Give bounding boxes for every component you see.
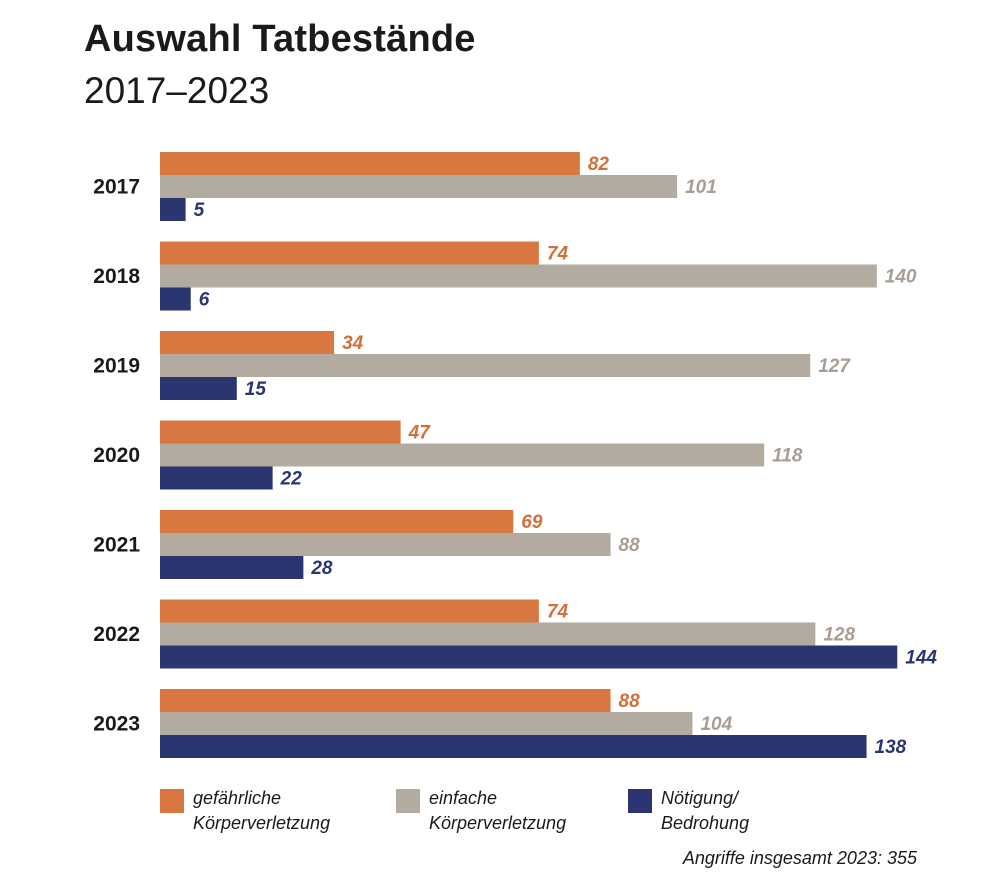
value-label-2019-n-tigung-bedrohung: 15	[245, 379, 267, 400]
year-label-2022: 2022	[93, 623, 140, 646]
footnote-total: Angriffe insgesamt 2023: 355	[682, 848, 917, 868]
legend-label-einfache: einfache Körperverletzung	[429, 786, 566, 836]
bar-2021-n-tigung-bedrohung	[160, 556, 304, 579]
legend-label-gefaehrliche: gefährliche Körperverletzung	[193, 786, 330, 836]
legend-label-einfache-line1: einfache	[429, 788, 498, 808]
value-label-2023-einfache-k-rperverletzung: 104	[700, 714, 732, 735]
legend-swatch-noetigung	[628, 789, 652, 813]
value-label-2023-gef-hrliche-k-rperverletzung: 88	[619, 691, 641, 712]
year-label-2017: 2017	[93, 176, 140, 199]
legend-label-noetigung-line2: Bedrohung	[661, 813, 750, 833]
bar-2023-einfache-k-rperverletzung	[160, 712, 693, 735]
value-label-2018-einfache-k-rperverletzung: 140	[885, 267, 917, 288]
value-label-2020-einfache-k-rperverletzung: 118	[772, 446, 803, 467]
value-label-2022-einfache-k-rperverletzung: 128	[823, 625, 855, 646]
legend-swatch-gefaehrliche	[160, 789, 184, 813]
bar-2018-einfache-k-rperverletzung	[160, 264, 877, 288]
bar-2022-einfache-k-rperverletzung	[160, 622, 816, 646]
value-label-2021-n-tigung-bedrohung: 28	[310, 558, 333, 579]
value-label-2022-gef-hrliche-k-rperverletzung: 74	[547, 602, 569, 623]
bar-2017-gef-hrliche-k-rperverletzung	[160, 152, 580, 175]
legend-label-gefaehrliche-line2: Körperverletzung	[193, 813, 331, 833]
legend-swatch-einfache	[396, 789, 420, 813]
value-label-2021-gef-hrliche-k-rperverletzung: 69	[521, 512, 543, 533]
value-label-2022-n-tigung-bedrohung: 144	[905, 648, 937, 669]
bar-2019-n-tigung-bedrohung	[160, 377, 237, 400]
value-label-2017-n-tigung-bedrohung: 5	[194, 200, 205, 221]
year-label-2020: 2020	[93, 444, 140, 467]
value-label-2017-gef-hrliche-k-rperverletzung: 82	[588, 154, 610, 175]
value-label-2018-n-tigung-bedrohung: 6	[199, 290, 210, 311]
bar-2021-einfache-k-rperverletzung	[160, 533, 611, 556]
bar-2018-n-tigung-bedrohung	[160, 287, 191, 311]
bar-2023-gef-hrliche-k-rperverletzung	[160, 689, 611, 712]
chart-title: Auswahl Tatbestände	[84, 18, 476, 60]
bar-2022-n-tigung-bedrohung	[160, 645, 898, 669]
bar-2021-gef-hrliche-k-rperverletzung	[160, 510, 514, 533]
value-label-2019-einfache-k-rperverletzung: 127	[818, 356, 851, 377]
bar-2022-gef-hrliche-k-rperverletzung	[160, 599, 539, 623]
bar-chart: 2017 82 101 5 2018 74 140 6 2019 34 127 15 2020 47 118…	[93, 152, 937, 758]
legend-label-einfache-line2: Körperverletzung	[429, 813, 567, 833]
year-label-2018: 2018	[93, 265, 140, 288]
year-label-2021: 2021	[93, 534, 140, 557]
bar-2018-gef-hrliche-k-rperverletzung	[160, 241, 539, 265]
bar-2023-n-tigung-bedrohung	[160, 735, 867, 758]
legend-label-gefaehrliche-line1: gefährliche	[193, 788, 282, 808]
value-label-2019-gef-hrliche-k-rperverletzung: 34	[342, 333, 364, 354]
bar-2020-n-tigung-bedrohung	[160, 466, 273, 490]
bar-2017-einfache-k-rperverletzung	[160, 175, 678, 198]
legend-label-noetigung-line1: Nötigung/	[661, 788, 739, 808]
value-label-2023-n-tigung-bedrohung: 138	[875, 737, 907, 758]
value-label-2018-gef-hrliche-k-rperverletzung: 74	[547, 244, 569, 265]
year-label-2019: 2019	[93, 355, 140, 378]
value-label-2017-einfache-k-rperverletzung: 101	[685, 177, 717, 198]
bar-2019-gef-hrliche-k-rperverletzung	[160, 331, 335, 354]
bar-2019-einfache-k-rperverletzung	[160, 354, 811, 377]
bar-2020-gef-hrliche-k-rperverletzung	[160, 420, 401, 444]
chart-subtitle: 2017–2023	[84, 70, 270, 111]
year-label-2023: 2023	[93, 713, 140, 736]
value-label-2020-gef-hrliche-k-rperverletzung: 47	[408, 423, 432, 444]
value-label-2020-n-tigung-bedrohung: 22	[280, 469, 303, 490]
bar-2017-n-tigung-bedrohung	[160, 198, 186, 221]
bar-2020-einfache-k-rperverletzung	[160, 443, 765, 467]
value-label-2021-einfache-k-rperverletzung: 88	[619, 535, 641, 556]
legend-label-noetigung: Nötigung/ Bedrohung	[661, 786, 749, 836]
